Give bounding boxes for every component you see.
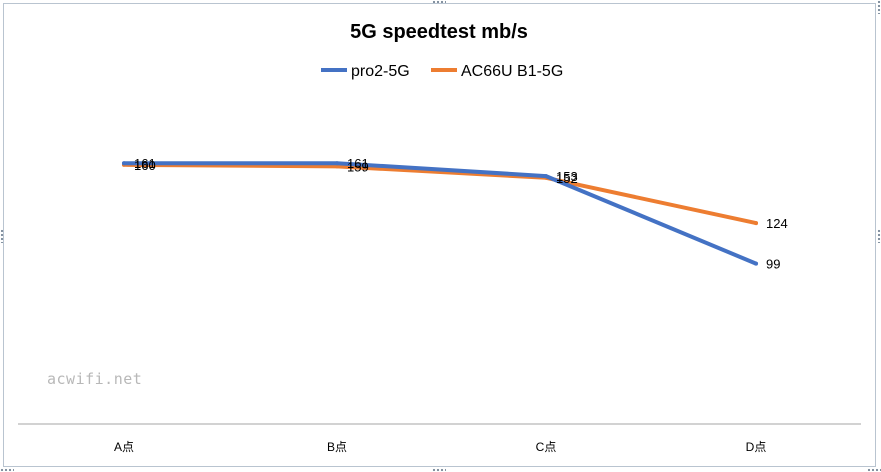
x-tick-label-1: B点 (327, 440, 347, 454)
x-tick-label-0: A点 (114, 440, 134, 454)
data-label-ac66u-3: 124 (766, 216, 788, 231)
data-point-pro2-2[interactable] (544, 174, 548, 179)
data-point-ac66u-3[interactable] (754, 221, 758, 226)
resize-handle-bottom[interactable] (432, 468, 446, 472)
chart-title: 5G speedtest mb/s (350, 21, 528, 43)
resize-handle-top-right[interactable] (877, 0, 881, 14)
chart-area[interactable] (3, 3, 876, 467)
resize-handle-right[interactable] (877, 229, 881, 243)
watermark: acwifi.net (47, 370, 143, 388)
data-label-pro2-0: 161 (134, 156, 156, 171)
resize-handle-bottom-left[interactable] (0, 468, 14, 472)
data-point-pro2-1[interactable] (335, 161, 339, 166)
data-point-pro2-3[interactable] (754, 261, 758, 266)
series-line-ac66u[interactable] (122, 162, 758, 226)
legend-label-pro2: pro2-5G (351, 63, 410, 80)
x-tick-label-2: C点 (536, 440, 557, 454)
series-layer (122, 161, 758, 266)
chart-legend: pro2-5G AC66U B1-5G (321, 63, 563, 80)
data-label-pro2-3: 99 (766, 257, 780, 272)
series-line-pro2[interactable] (122, 161, 758, 266)
data-label-pro2-1: 161 (347, 156, 369, 171)
data-label-pro2-2: 153 (556, 169, 578, 184)
data-label-ac66u-1: 159 (347, 159, 369, 174)
x-tick-layer: A点 B点 C点 D点 (114, 440, 766, 454)
resize-handle-bottom-right[interactable] (867, 468, 881, 472)
resize-handle-left[interactable] (0, 229, 4, 243)
data-point-pro2-0[interactable] (122, 161, 126, 166)
data-label-ac66u-0: 160 (134, 158, 156, 173)
data-point-ac66u-1[interactable] (335, 164, 339, 169)
data-label-ac66u-2: 152 (556, 171, 578, 186)
data-label-layer: 161 161 153 99 160 159 152 124 (134, 156, 788, 271)
x-tick-label-3: D点 (746, 440, 767, 454)
legend-label-ac66u: AC66U B1-5G (461, 63, 563, 80)
resize-handle-top[interactable] (432, 0, 446, 4)
